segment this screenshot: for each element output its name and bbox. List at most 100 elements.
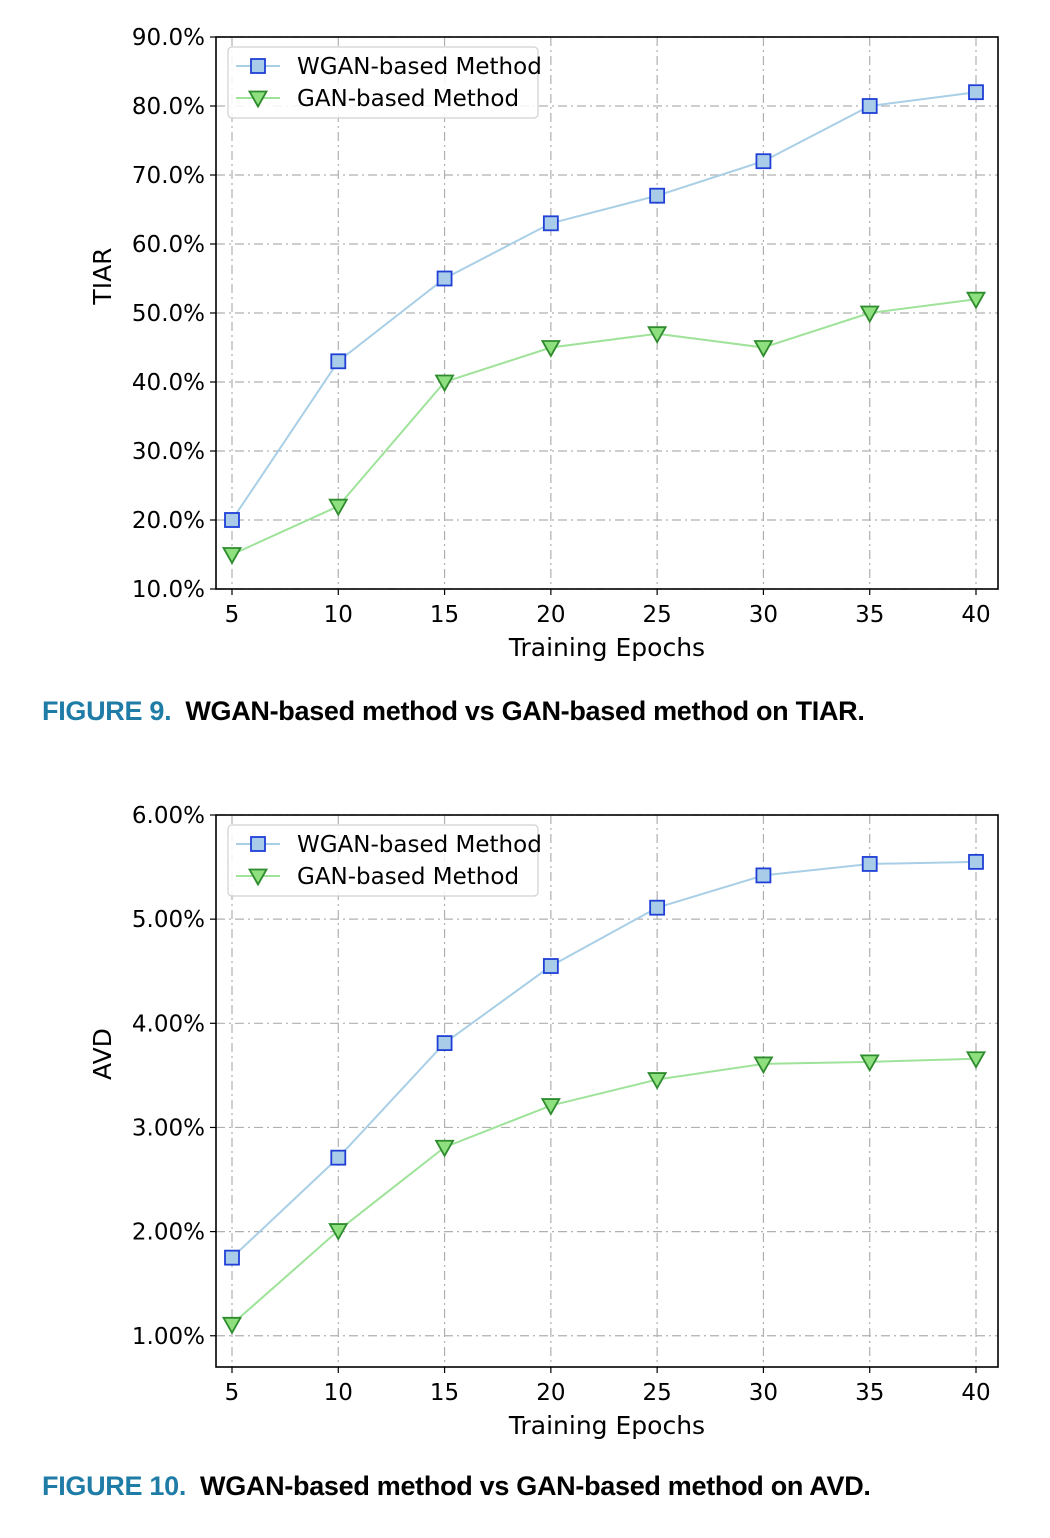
- data-point: [861, 98, 878, 114]
- series-wgan: [224, 853, 984, 1266]
- legend-label: GAN-based Method: [297, 86, 519, 112]
- data-point: [755, 153, 772, 170]
- y-tick-label: 6.00%: [132, 803, 205, 829]
- y-tick-label: 10.0%: [132, 577, 205, 603]
- figure-caption: FIGURE 10. WGAN-based method vs GAN-based…: [42, 1471, 871, 1502]
- x-axis-label: Training Epochs: [508, 1411, 705, 1440]
- legend-marker: [247, 90, 269, 109]
- x-tick-label: 10: [324, 602, 353, 628]
- axis-ticks: 5 10 15 20 25 30 35 40 10.0% 20.0% 30.0% 40.0% 50.0%…: [132, 25, 991, 628]
- x-tick-label: 30: [749, 1380, 778, 1406]
- data-point: [965, 1051, 987, 1070]
- x-tick-label: 35: [855, 1380, 884, 1406]
- legend-item: GAN-based Method: [236, 86, 519, 112]
- data-point: [755, 867, 772, 884]
- y-axis-label: TIAR: [88, 247, 117, 305]
- x-tick-label: 35: [855, 602, 884, 628]
- x-tick-label: 15: [430, 602, 459, 628]
- legend-marker: [250, 836, 266, 852]
- y-tick-label: 20.0%: [132, 508, 205, 534]
- x-tick-label: 30: [749, 602, 778, 628]
- figure-caption: FIGURE 9. WGAN-based method vs GAN-based …: [42, 696, 865, 727]
- data-point: [224, 512, 240, 528]
- data-point: [221, 547, 243, 565]
- data-point: [542, 958, 559, 974]
- data-point: [647, 326, 668, 345]
- data-point: [540, 1098, 561, 1116]
- y-tick-label: 3.00%: [132, 1115, 205, 1141]
- data-point: [434, 1139, 455, 1158]
- y-tick-label: 40.0%: [132, 370, 205, 396]
- data-point: [328, 498, 349, 517]
- x-tick-label: 40: [961, 1380, 990, 1406]
- legend-item: GAN-based Method: [236, 864, 519, 890]
- legend-item: WGAN-based Method: [236, 54, 542, 80]
- y-axis-label: AVD: [88, 1028, 117, 1080]
- data-point: [221, 1316, 243, 1335]
- data-point: [647, 1072, 668, 1090]
- data-point: [859, 305, 880, 324]
- legend: WGAN-based Method GAN-based Method: [227, 46, 542, 119]
- y-tick-label: 2.00%: [132, 1220, 205, 1246]
- figure-9: 5 10 15 20 25 30 35 40 10.0% 20.0% 30.0% 40.0% 50.0%…: [0, 0, 1050, 760]
- data-point: [649, 899, 666, 916]
- plot-frame: [215, 814, 999, 1368]
- legend-label: WGAN-based Method: [297, 54, 542, 80]
- y-tick-label: 5.00%: [132, 907, 205, 933]
- x-tick-label: 5: [225, 602, 240, 628]
- data-point: [861, 856, 878, 872]
- series-gan: [221, 291, 987, 565]
- series-wgan: [224, 84, 984, 528]
- legend-item: WGAN-based Method: [236, 832, 542, 858]
- legend: WGAN-based Method GAN-based Method: [227, 824, 542, 897]
- x-tick-label: 20: [536, 1380, 565, 1406]
- y-tick-label: 60.0%: [132, 232, 205, 258]
- figure-caption-label: FIGURE 9.: [42, 696, 172, 726]
- x-tick-label: 10: [324, 1380, 353, 1406]
- x-axis-label: Training Epochs: [508, 633, 705, 662]
- data-point: [328, 1223, 349, 1241]
- data-point: [968, 84, 984, 101]
- y-tick-label: 90.0%: [132, 25, 205, 51]
- data-point: [436, 1035, 453, 1051]
- legend-label: GAN-based Method: [297, 864, 519, 890]
- x-tick-label: 15: [430, 1380, 459, 1406]
- figure-10: 5 10 15 20 25 30 35 40 1.00% 2.00% 3.00% 4.00% 5.00%…: [0, 778, 1050, 1538]
- data-point: [542, 215, 559, 232]
- legend-box: [227, 46, 539, 119]
- x-tick-label: 20: [536, 602, 565, 628]
- legend-box: [227, 824, 539, 897]
- y-tick-label: 30.0%: [132, 439, 205, 465]
- legend-marker: [250, 58, 266, 74]
- axis-ticks: 5 10 15 20 25 30 35 40 1.00% 2.00% 3.00% 4.00% 5.00%…: [132, 803, 991, 1406]
- series-line: [231, 860, 977, 1259]
- legend-label: WGAN-based Method: [297, 832, 542, 858]
- figure-caption-label: FIGURE 10.: [42, 1471, 187, 1501]
- series-line: [231, 1057, 977, 1326]
- data-point: [753, 340, 774, 358]
- series-line: [231, 298, 977, 556]
- avd-line-chart: 5 10 15 20 25 30 35 40 1.00% 2.00% 3.00% 4.00% 5.00%…: [88, 803, 999, 1440]
- data-point: [330, 353, 347, 370]
- legend-marker: [247, 868, 269, 887]
- tiar-line-chart: 5 10 15 20 25 30 35 40 10.0% 20.0% 30.0% 40.0% 50.0%…: [88, 25, 999, 662]
- data-point: [859, 1054, 880, 1073]
- x-tick-label: 25: [643, 602, 672, 628]
- data-point: [330, 1149, 347, 1166]
- data-point: [224, 1249, 240, 1266]
- x-tick-label: 25: [643, 1380, 672, 1406]
- y-tick-label: 1.00%: [132, 1324, 205, 1350]
- series-gan: [221, 1051, 987, 1335]
- y-tick-label: 4.00%: [132, 1011, 205, 1037]
- y-tick-label: 80.0%: [132, 94, 205, 120]
- data-point: [968, 853, 984, 870]
- data-point: [434, 374, 455, 393]
- series-line: [231, 91, 977, 521]
- y-tick-label: 50.0%: [132, 301, 205, 327]
- x-tick-label: 5: [225, 1380, 240, 1406]
- data-point: [436, 270, 453, 287]
- plot-frame: [215, 36, 999, 590]
- data-point: [753, 1056, 774, 1075]
- data-point: [540, 340, 561, 358]
- figure-caption-text: WGAN-based method vs GAN-based method on…: [200, 1471, 871, 1501]
